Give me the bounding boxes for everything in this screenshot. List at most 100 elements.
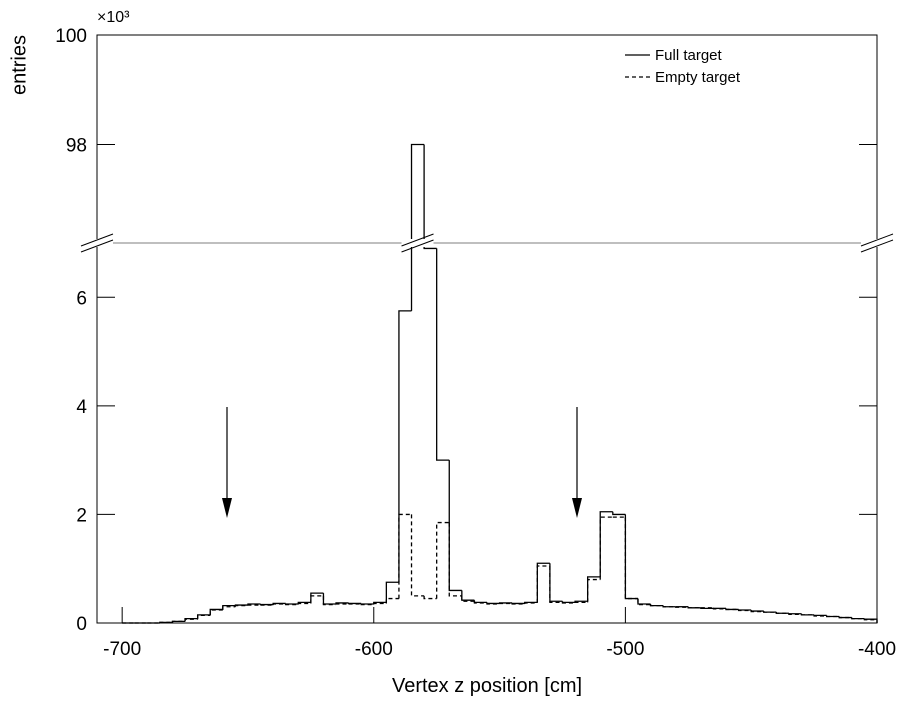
histogram-bin — [549, 563, 563, 602]
histogram-bin — [423, 595, 437, 600]
histogram-bin — [599, 511, 613, 577]
histogram-bin — [272, 603, 286, 606]
histogram-bin — [511, 603, 525, 605]
plot-frame — [96, 34, 878, 624]
histogram-bin — [662, 605, 676, 608]
break-mark — [80, 233, 114, 247]
histogram-bin — [486, 602, 500, 605]
arrow-head — [222, 498, 232, 518]
arrows — [222, 407, 582, 518]
histogram-bin — [222, 606, 236, 610]
histogram-bin — [536, 562, 550, 603]
series — [122, 513, 878, 624]
histogram-bin — [775, 612, 789, 614]
break-mark — [860, 239, 894, 253]
histogram-bin — [624, 514, 638, 600]
y-tick-label: 6 — [76, 288, 87, 309]
histogram-bin — [637, 598, 651, 605]
break-mark — [401, 239, 434, 253]
histogram-bin — [863, 618, 878, 623]
legend-label: Empty target — [655, 69, 741, 86]
histogram-bin — [586, 578, 601, 603]
histogram-bin — [813, 614, 827, 617]
histogram-bin — [410, 143, 425, 311]
histogram-bin — [687, 607, 701, 609]
histogram-bin — [649, 604, 664, 607]
histogram-bin — [826, 615, 840, 618]
histogram-bin — [561, 602, 576, 604]
histogram-bin — [436, 248, 450, 461]
histogram-bin — [461, 595, 475, 602]
histogram-bin — [486, 602, 500, 605]
histogram-bin — [712, 607, 727, 610]
y-tick-label: 0 — [76, 614, 87, 635]
histogram-bin — [159, 621, 173, 624]
histogram-bin — [574, 601, 588, 604]
histogram-bin — [737, 609, 752, 612]
histogram-bin — [385, 581, 399, 603]
series — [122, 143, 878, 624]
histogram-bin — [209, 609, 223, 616]
histogram-bin — [436, 521, 450, 599]
histogram-bin — [234, 604, 248, 607]
x-axis-label: Vertex z position [cm] — [392, 675, 582, 697]
histogram-bin — [448, 522, 462, 597]
y-tick-label: 4 — [76, 397, 87, 418]
histogram-bin — [586, 576, 601, 602]
arrow-head — [572, 498, 582, 518]
histogram-bin — [750, 610, 764, 613]
histogram-bin — [322, 593, 337, 605]
histogram-bin — [725, 608, 739, 611]
x-tick-label: -600 — [355, 639, 393, 660]
histogram-bin — [498, 602, 513, 605]
histogram-bin — [171, 620, 186, 623]
y-tick-label: 2 — [76, 505, 87, 526]
break-gap — [401, 239, 434, 247]
histogram-bin — [310, 595, 324, 604]
legend-label: Full target — [655, 47, 723, 64]
histogram-bin — [788, 613, 802, 615]
histogram-bin — [385, 597, 399, 604]
histogram-bin — [524, 602, 538, 604]
y-axis-label: entries — [8, 35, 30, 95]
histogram-bin — [675, 606, 689, 608]
histogram-bin — [297, 602, 311, 605]
histogram-bin — [473, 600, 487, 604]
histogram-bin — [851, 617, 865, 620]
histogram-bin — [838, 616, 852, 619]
histogram-bin — [637, 598, 651, 606]
histogram-bin — [196, 614, 211, 620]
x-tick-label: -400 — [858, 639, 896, 660]
break-mark — [80, 239, 114, 253]
histogram-bin — [398, 310, 412, 583]
histogram-bin — [461, 590, 475, 601]
break-gap — [81, 239, 113, 247]
histogram-bin — [599, 516, 613, 580]
histogram-bin — [763, 611, 777, 613]
x-tick-label: -500 — [606, 639, 644, 660]
x-tick-label: -700 — [103, 639, 141, 660]
histogram-bin — [423, 144, 437, 250]
break-mark — [401, 233, 434, 247]
histogram-bin — [247, 604, 261, 606]
histogram-bin — [410, 514, 425, 597]
histogram-bin — [561, 601, 576, 604]
histogram-bin — [473, 601, 487, 604]
histogram-bin — [612, 511, 626, 516]
y-multiplier: ×10³ — [97, 9, 130, 26]
histogram-bin — [310, 592, 324, 603]
y-tick-label: 98 — [66, 135, 87, 156]
histogram-bin — [184, 618, 198, 622]
histogram-bin — [624, 517, 638, 600]
histogram-bin — [398, 513, 412, 599]
histogram-bin — [800, 614, 815, 616]
histogram-bin — [448, 460, 462, 592]
break-gap — [861, 239, 893, 247]
histogram-bin — [285, 603, 299, 606]
histogram-bin — [750, 609, 764, 612]
break-mark — [860, 233, 894, 247]
histogram-bin — [536, 565, 550, 603]
histogram-bin — [373, 602, 387, 605]
